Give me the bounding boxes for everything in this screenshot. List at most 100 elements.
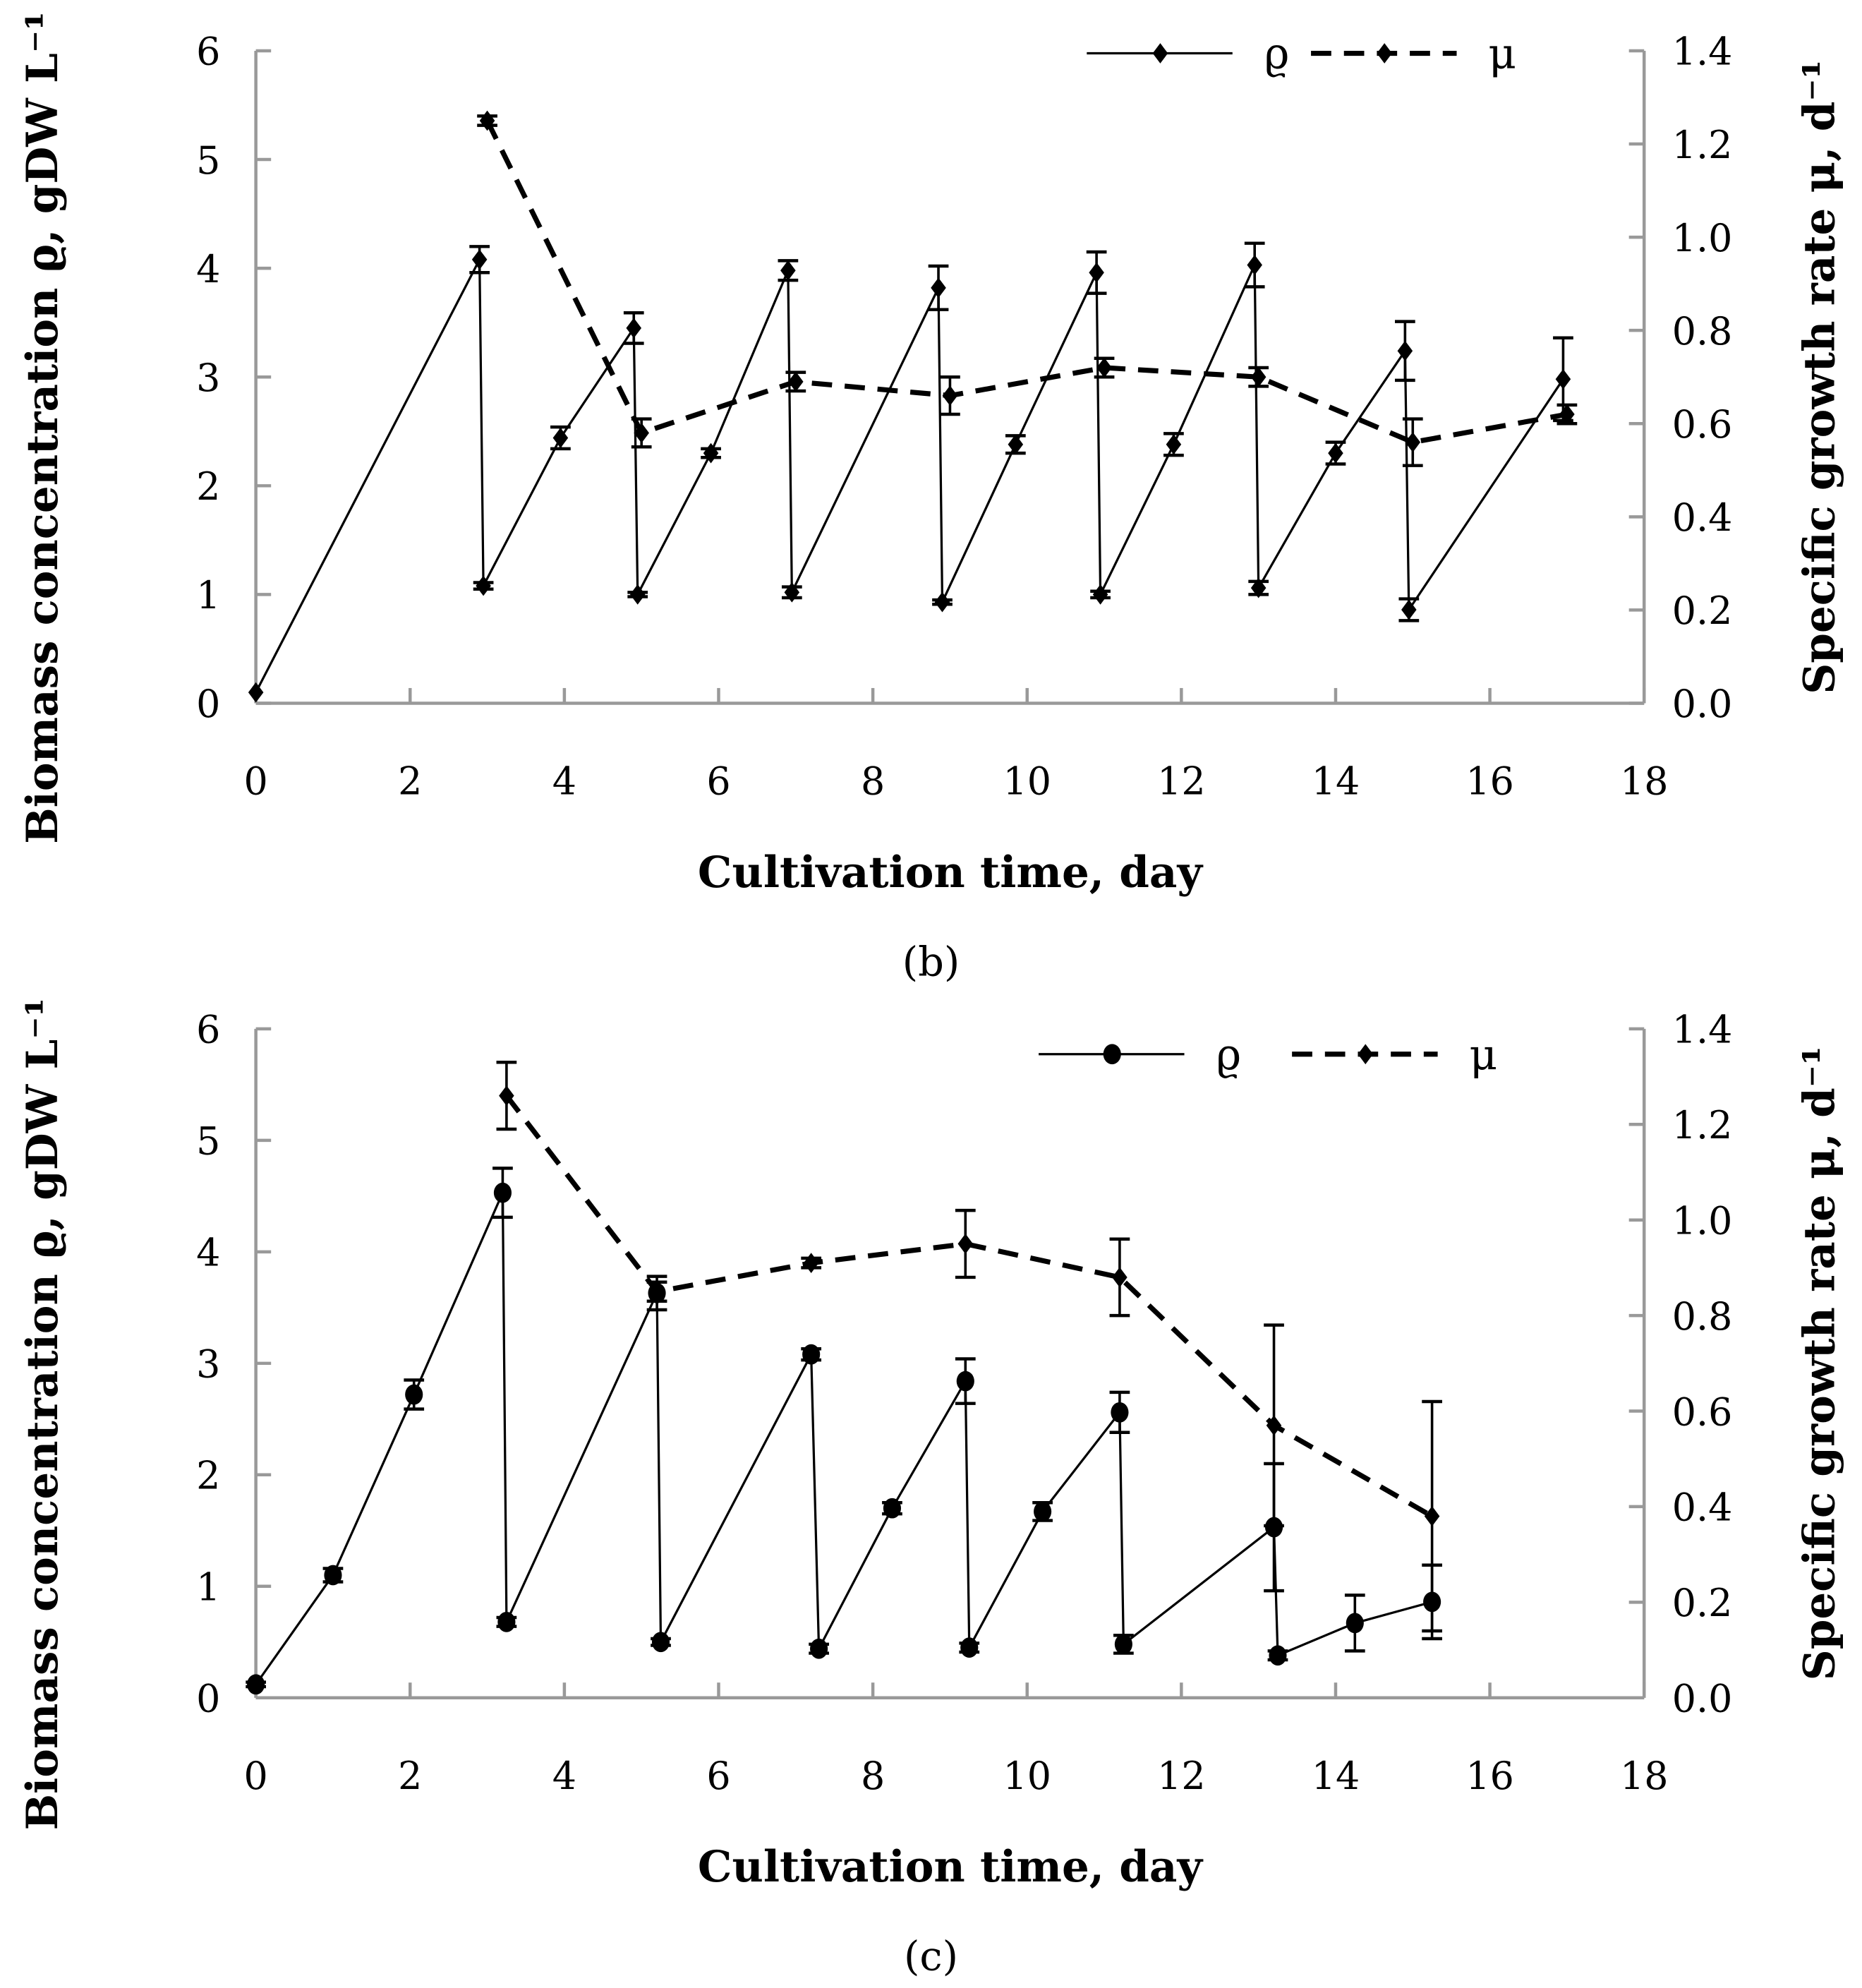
y2-tick-label: 0.0 (1672, 1677, 1733, 1721)
y-tick-label: 3 (196, 1342, 220, 1387)
data-point-rho (960, 1637, 979, 1658)
data-point-mu (803, 1253, 819, 1273)
x-tick-label: 4 (552, 1754, 576, 1798)
x-tick-label: 4 (552, 759, 576, 804)
x-tick-label: 8 (861, 759, 885, 804)
data-point-mu (1096, 357, 1112, 378)
data-point-rho (629, 584, 646, 605)
data-point-rho (552, 428, 569, 448)
data-point-rho (626, 318, 642, 339)
series-line-rho (255, 1192, 1433, 1685)
legend-label-rho: ϱ (1264, 29, 1290, 79)
series-line-rho (255, 259, 1564, 693)
data-point-rho (802, 1344, 821, 1365)
data-point-rho (1328, 442, 1343, 464)
y-tick-label: 6 (196, 30, 220, 74)
y-tick-label: 5 (196, 1119, 220, 1164)
y2-tick-label: 1.2 (1672, 1103, 1733, 1147)
y2-tick-label: 0.4 (1672, 495, 1733, 540)
data-point-mu (1559, 404, 1575, 425)
data-point-rho (780, 260, 796, 281)
data-point-mu (1250, 366, 1266, 387)
panel-caption: (c) (904, 1933, 958, 1980)
data-point-rho (476, 575, 491, 596)
y-axis-label: Biomass concentration ϱ, gDW L⁻¹ (18, 998, 68, 1831)
data-point-rho (956, 1370, 974, 1392)
legend-label-mu: μ (1469, 1030, 1497, 1080)
y2-tick-label: 0.4 (1672, 1486, 1733, 1530)
chart-panel-c: 0 2 4 6 8 10 12 14 16 1801234560.00.20.40.60.81.0… (18, 998, 1845, 1980)
data-point-rho (883, 1498, 902, 1519)
y2-tick-label: 0.6 (1672, 1390, 1733, 1434)
x-tick-label: 12 (1157, 759, 1206, 804)
data-point-mu (957, 1234, 974, 1254)
data-point-rho (651, 1632, 670, 1653)
y-tick-label: 6 (196, 1008, 220, 1052)
data-point-rho (1250, 577, 1266, 598)
y-axis-label: Biomass concentration ϱ, gDW L⁻¹ (18, 11, 68, 844)
data-point-mu (942, 385, 958, 406)
data-point-rho (934, 591, 950, 613)
y2-tick-label: 0.2 (1672, 1581, 1733, 1625)
data-point-rho (1346, 1613, 1364, 1634)
data-point-rho (810, 1638, 828, 1659)
y-tick-label: 4 (196, 247, 220, 291)
x-tick-label: 14 (1312, 1754, 1360, 1798)
y2-tick-label: 1.2 (1672, 123, 1733, 167)
x-tick-label: 0 (244, 1754, 268, 1798)
y2-tick-label: 0.8 (1672, 309, 1733, 354)
series-line-mu (504, 1094, 1434, 1519)
legend-label-mu: μ (1488, 29, 1516, 79)
data-point-mu (1266, 1415, 1282, 1436)
data-point-mu (788, 371, 804, 392)
data-point-rho (931, 277, 946, 299)
data-point-rho (1092, 584, 1108, 605)
legend-marker-mu (1377, 43, 1392, 64)
y-tick-label: 3 (196, 356, 220, 400)
data-point-rho (324, 1565, 342, 1586)
y-tick-label: 2 (196, 1454, 220, 1498)
x-tick-label: 10 (1003, 1754, 1051, 1798)
data-point-rho (1401, 599, 1417, 620)
data-point-rho (493, 1182, 512, 1203)
x-tick-label: 8 (861, 1754, 885, 1798)
x-tick-label: 18 (1620, 759, 1669, 804)
x-tick-label: 2 (398, 759, 422, 804)
y-tick-label: 2 (196, 464, 220, 509)
x-tick-label: 12 (1157, 1754, 1206, 1798)
y-tick-label: 1 (196, 573, 220, 618)
x-tick-label: 2 (398, 1754, 422, 1798)
x-axis-label: Cultivation time, day (698, 848, 1204, 898)
data-point-rho (703, 442, 719, 464)
data-point-rho (784, 582, 800, 603)
x-tick-label: 16 (1465, 759, 1514, 804)
y-tick-label: 0 (196, 1677, 220, 1721)
data-point-rho (1114, 1634, 1132, 1655)
legend-label-rho: ϱ (1216, 1030, 1241, 1080)
y-tick-label: 1 (196, 1565, 220, 1610)
y2-tick-label: 1.4 (1672, 1008, 1733, 1052)
x-tick-label: 18 (1620, 1754, 1669, 1798)
y-tick-label: 5 (196, 138, 220, 183)
legend-marker-mu (1358, 1044, 1374, 1065)
data-point-mu (649, 1281, 665, 1302)
data-point-rho (497, 1611, 516, 1632)
x-tick-label: 6 (706, 1754, 730, 1798)
data-point-rho (1247, 255, 1262, 275)
x-tick-label: 0 (244, 759, 268, 804)
y2-tick-label: 1.4 (1672, 30, 1733, 74)
x-tick-label: 6 (706, 759, 730, 804)
data-point-mu (1405, 432, 1421, 453)
data-point-rho (1555, 368, 1571, 390)
y2-tick-label: 0.6 (1672, 402, 1733, 447)
data-point-rho (1269, 1645, 1287, 1666)
y2-tick-label: 0.0 (1672, 682, 1733, 726)
data-point-rho (248, 682, 264, 703)
y2-axis-label: Specific growth rate μ, d⁻¹ (1795, 60, 1845, 694)
x-tick-label: 10 (1003, 759, 1051, 804)
data-point-rho (405, 1384, 423, 1405)
x-tick-label: 14 (1312, 759, 1360, 804)
y-tick-label: 0 (196, 682, 220, 726)
data-point-rho (1166, 434, 1182, 455)
